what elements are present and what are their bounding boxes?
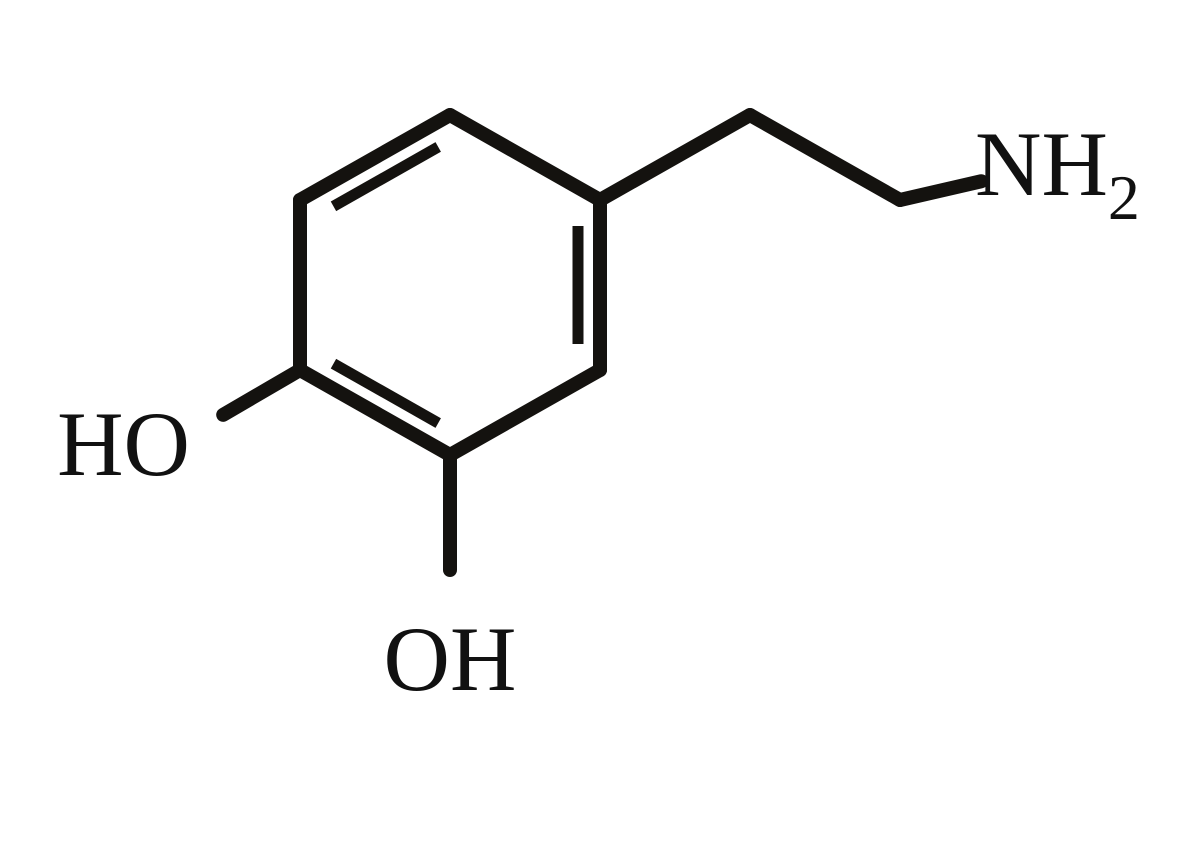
bond-line	[223, 370, 300, 415]
bond-line	[450, 115, 600, 200]
bond-line	[900, 181, 981, 200]
bond-line	[600, 115, 750, 200]
atom-label-N: NH2	[975, 113, 1140, 233]
molecule-diagram: NH2 OH HO	[0, 0, 1200, 849]
atom-label-O3: OH	[384, 608, 517, 710]
bond-line	[450, 370, 600, 455]
atom-label-O4: HO	[57, 393, 190, 495]
bond-line	[750, 115, 900, 200]
